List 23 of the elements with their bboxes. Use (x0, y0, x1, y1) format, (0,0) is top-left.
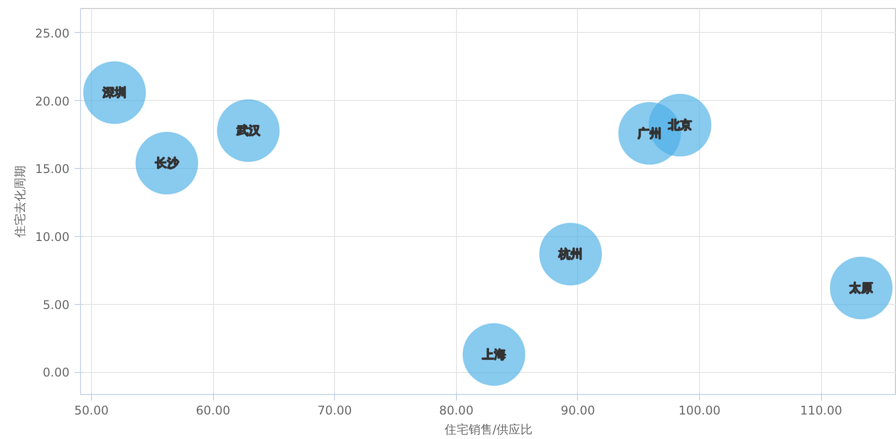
annotation: 武汉 (235, 124, 262, 138)
x-axis-title: 住宅销售/供应比 (443, 422, 533, 436)
x-tick-label: 90.00 (560, 404, 596, 418)
y-tick-label: 20.00 (35, 94, 70, 108)
x-tick-label: 100.00 (678, 404, 720, 418)
x-tick-label: 110.00 (800, 404, 842, 418)
annotation: 杭州 (558, 247, 583, 262)
annotation: 长沙 (154, 156, 180, 170)
x-tick-label: 80.00 (439, 404, 474, 418)
annotation: 深圳 (102, 86, 127, 100)
annotation: 上海 (480, 347, 506, 362)
y-tick-label: 15.00 (35, 162, 70, 176)
y-tick-label: 10.00 (35, 230, 70, 244)
y-tick-label: 5.00 (42, 298, 70, 312)
x-tick-label: 60.00 (196, 404, 230, 418)
x-tick-label: 70.00 (317, 404, 352, 418)
y-tick-label: 0.00 (42, 366, 70, 380)
annotation: 太原 (848, 280, 874, 295)
x-tick-label: 50.00 (74, 404, 109, 418)
annotation: 北京 (667, 118, 692, 132)
annotation: 广州 (636, 126, 662, 140)
y-axis-title: 住宅去化周期 (13, 166, 28, 238)
y-tick-label: 25.00 (35, 26, 70, 40)
